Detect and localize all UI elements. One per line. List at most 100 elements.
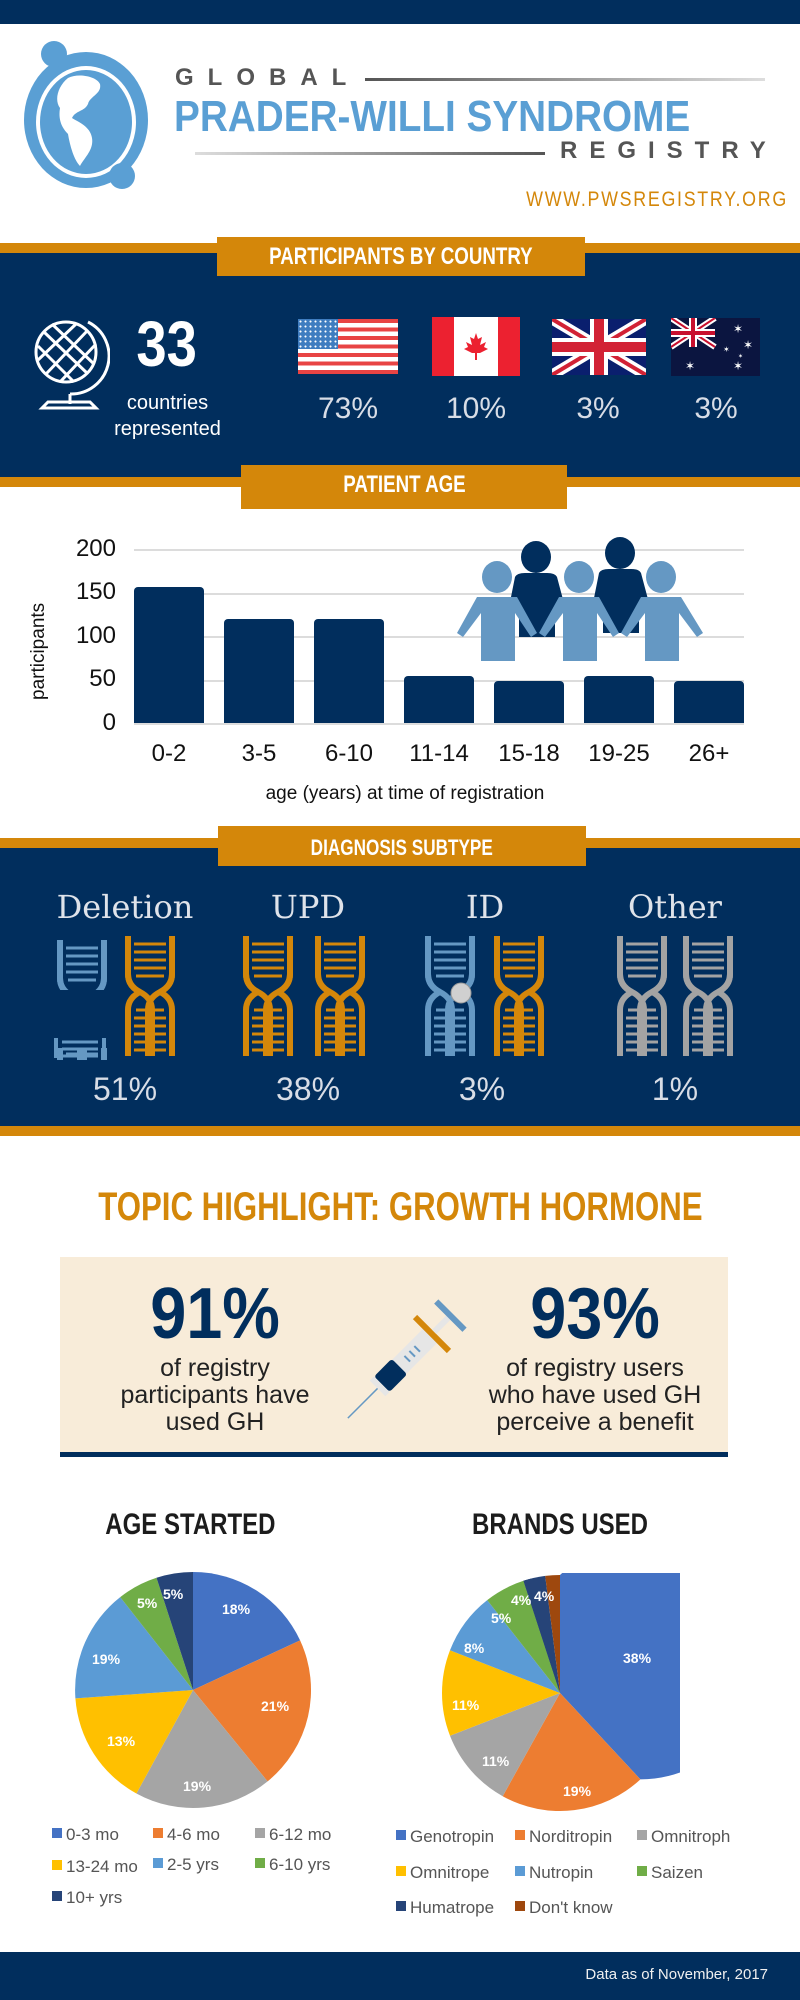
svg-text:✶: ✶ [733,322,743,336]
ytick-200: 200 [75,535,116,562]
xtick-0-2: 0-2 [151,740,187,767]
subtype-label-upd: UPD [270,888,346,926]
brands-pie-label-norditropin: 19% [563,1783,592,1799]
logo-title-wrap: PRADER-WILLI SYNDROME [174,92,784,142]
bar-6-10 [314,619,384,723]
diagnosis-bottom-stripe [0,1126,800,1136]
xtick-26-plus: 26+ [688,740,730,767]
people-group-icon [455,537,705,666]
age-section-title: PATIENT AGE [241,465,567,509]
top-bar [0,0,800,24]
bar-11-14 [404,676,474,723]
xtick-19-25: 19-25 [588,740,650,767]
ytick-50: 50 [89,665,116,692]
globe-logo [18,38,158,196]
stat1-text: of registry participants have used GH [120,1354,310,1436]
brands-pie-label-omnitroph: 11% [482,1753,510,1769]
footer-date-note: Data as of November, 2017 [585,1966,768,1983]
country-pct-us: 73% [317,392,379,425]
x-axis-label: age (years) at time of registration [265,783,545,804]
age-started-title-wrap: AGE STARTED [40,1508,340,1542]
subtype-pct-id: 3% [458,1071,506,1107]
countries-count: 33 [136,308,198,380]
age-legend-10plus: 10+ yrs [52,1888,122,1908]
subtype-label-other: Other [628,888,722,926]
bar-0-2 [134,587,204,723]
brands-pie-label-saizen: 5% [491,1610,512,1626]
logo-top-line [365,78,765,81]
globe-stand-icon [30,312,111,417]
brands-pie-label-humatrope: 4% [511,1592,532,1608]
age-legend-0-3mo: 0-3 mo [52,1825,119,1845]
ytick-150: 150 [75,578,116,605]
brands-pie-label-nutropin: 8% [464,1640,485,1656]
age-pie-label-10plus: 5% [163,1586,184,1602]
brands-legend-saizen: Saizen [637,1863,703,1883]
stat1-value: 91% [150,1274,280,1354]
brands-legend-norditropin: Norditropin [515,1827,612,1847]
age-started-pie [75,1572,312,1808]
age-pie-label-4-6mo: 21% [261,1698,290,1714]
diagnosis-section-title: DIAGNOSIS SUBTYPE [218,826,586,866]
countries-count-wrap: 33 [122,307,212,381]
stat2-value: 93% [530,1274,660,1354]
subtype-pct-upd: 38% [275,1071,341,1107]
brands-used-pie [442,1573,680,1812]
gridline-150 [134,593,744,595]
chromosome-icons [52,930,800,1060]
age-pie-label-6-10yrs: 5% [137,1595,158,1611]
svg-text:✶: ✶ [723,345,730,354]
brands-legend-nutropin: Nutropin [515,1863,593,1883]
brands-legend-omnitrope: Omnitrope [396,1863,489,1883]
age-legend-2-5yrs: 2-5 yrs [153,1855,219,1875]
topic-title: TOPIC HIGHLIGHT: GROWTH HORMONE [97,1185,703,1229]
country-pct-australia: 3% [694,392,738,425]
gridline-200 [134,549,744,551]
age-pie-label-13-24mo: 13% [107,1733,136,1749]
logo-registry: REGISTRY [560,137,778,164]
age-started-title: AGE STARTED [104,1508,276,1541]
svg-text:✶: ✶ [685,359,695,373]
brands-title-wrap: BRANDS USED [410,1508,710,1542]
country-pct-canada: 10% [445,392,507,425]
svg-text:✶: ✶ [738,353,743,360]
brands-pie-label-dont-know: 4% [534,1588,555,1604]
canada-flag-icon [432,317,520,376]
bar-26-plus [674,681,744,723]
logo-bottom-line [195,152,545,155]
age-pie-label-0-3mo: 18% [222,1601,251,1617]
age-legend-6-12mo: 6-12 mo [255,1825,331,1845]
country-section-title: PARTICIPANTS BY COUNTRY [217,237,585,276]
xtick-6-10: 6-10 [324,740,374,767]
brands-legend-humatrope: Humatrope [396,1898,494,1918]
website-link[interactable]: WWW.PWSREGISTRY.ORG [526,188,788,211]
topic-title-wrap: TOPIC HIGHLIGHT: GROWTH HORMONE [0,1185,800,1230]
ytick-100: 100 [75,622,116,649]
stat1-value-wrap: 91% [80,1273,350,1355]
logo-global: GLOBAL [175,64,361,91]
xtick-3-5: 3-5 [241,740,277,767]
chromosome-blue-deleted-icon [52,940,112,1060]
age-pie-label-6-12mo: 19% [183,1778,212,1794]
subtype-pct-other: 1% [651,1071,699,1107]
age-legend-13-24mo: 13-24 mo [52,1857,138,1877]
subtype-pct-deletion: 51% [92,1071,158,1107]
logo-title: PRADER-WILLI SYNDROME [174,92,691,141]
xtick-15-18: 15-18 [498,740,560,767]
brands-legend-dont-know: Don't know [515,1898,613,1918]
age-legend-6-10yrs: 6-10 yrs [255,1855,330,1875]
gh-stats-box [60,1257,728,1452]
countries-label: countries represented [114,392,221,440]
svg-text:✶: ✶ [733,359,743,373]
brands-used-title: BRANDS USED [471,1508,649,1541]
brands-legend-genotropin: Genotropin [396,1827,494,1847]
country-section [0,253,800,477]
syringe-icon [338,1288,468,1443]
gh-stats-underline [60,1452,728,1457]
subtype-label-id: ID [465,888,505,926]
svg-text:✶: ✶ [743,338,753,352]
ytick-0: 0 [102,709,116,736]
gridline-100 [134,636,744,638]
brands-legend-omnitroph: Omnitroph [637,1827,730,1847]
xtick-11-14: 11-14 [409,740,469,767]
